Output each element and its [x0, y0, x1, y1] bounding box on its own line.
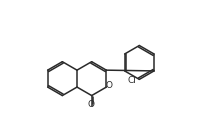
- Text: O: O: [87, 100, 94, 108]
- Text: O: O: [105, 81, 112, 90]
- Text: Cl: Cl: [127, 76, 136, 85]
